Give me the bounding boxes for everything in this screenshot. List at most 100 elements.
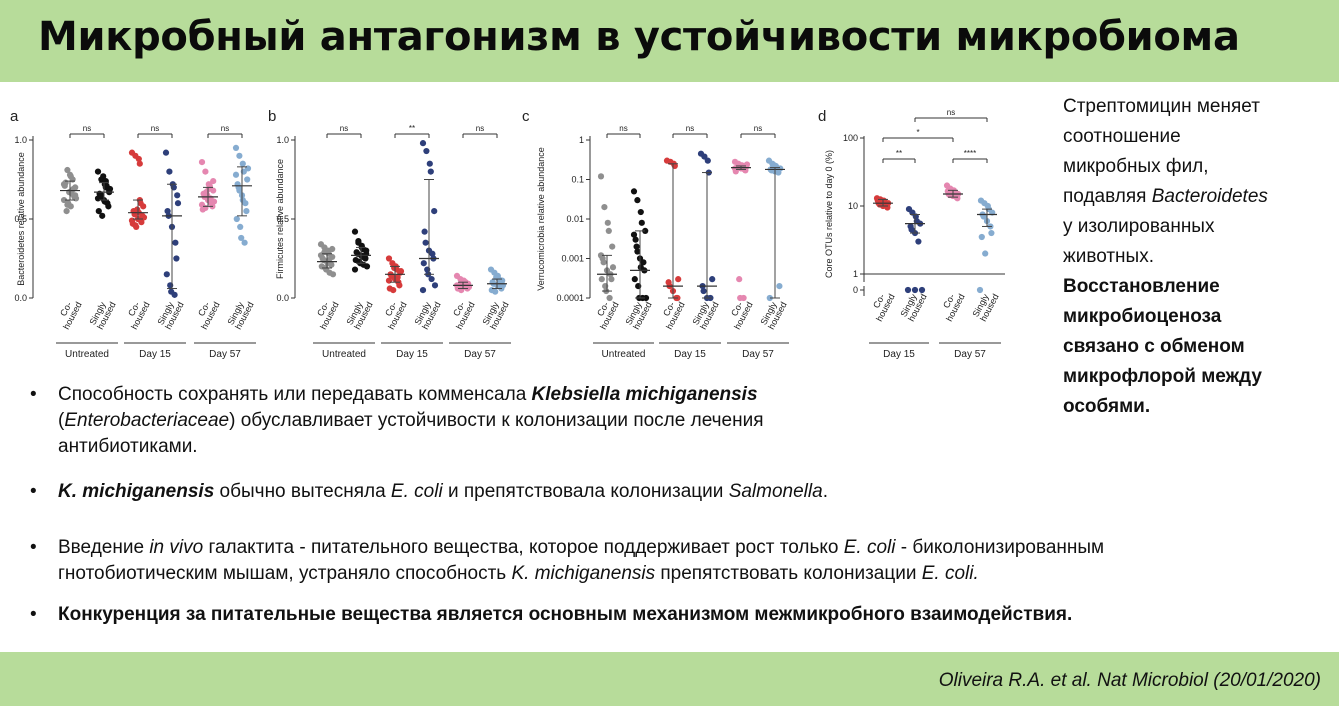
- significance-label: ns: [686, 124, 694, 133]
- taxon-name: E. coli: [843, 537, 896, 558]
- data-point: [174, 200, 182, 207]
- data-point: [136, 160, 143, 167]
- title-bar: Микробный антагонизм в устойчивости микр…: [0, 0, 1339, 82]
- side-note-line: Стрептомицин меняет: [1063, 96, 1260, 117]
- data-point: [423, 147, 430, 155]
- data-point: [976, 286, 984, 294]
- taxon-name: Salmonella: [728, 481, 823, 502]
- figure-panels: a 0.0 0.5 1.0 Bacteroidetes relative abundan…: [10, 108, 1005, 360]
- group-label: Untreated: [602, 349, 646, 360]
- y-tick-label: 1.0: [14, 135, 27, 145]
- bullet-text-bold: Конкуренция за питательные вещества явля…: [58, 604, 1073, 625]
- bullet-text-part: ) обуславливает устойчивости к колонизац…: [229, 410, 764, 431]
- side-note-text: подавляя: [1063, 186, 1152, 207]
- group-label: Day 57: [742, 349, 774, 360]
- taxon-name: K. michiganensis: [511, 563, 656, 584]
- side-note-bold-line: микробиоценоза: [1063, 306, 1222, 327]
- data-point: [60, 196, 68, 204]
- bullet-text: Способность сохранять или передавать ком…: [58, 382, 764, 460]
- data-point: [598, 276, 605, 283]
- data-point: [105, 203, 112, 210]
- data-point: [244, 165, 252, 172]
- bullet-icon: •: [30, 384, 37, 405]
- data-point: [351, 228, 359, 235]
- bullet-text-part: галактита - питательного вещества, котор…: [203, 537, 844, 558]
- data-point: [954, 195, 961, 202]
- significance-label: ns: [476, 124, 484, 133]
- data-point: [210, 177, 217, 185]
- y-axis-label: Firmicutes relative abundance: [275, 159, 285, 279]
- group-label: Untreated: [65, 349, 109, 360]
- data-point: [742, 167, 749, 174]
- data-point: [988, 229, 995, 237]
- bullet-text: Конкуренция за питательные вещества явля…: [58, 602, 1072, 628]
- data-point: [397, 268, 405, 275]
- data-point: [172, 239, 179, 246]
- data-point: [634, 197, 641, 204]
- data-point: [64, 201, 71, 208]
- slide-title: Микробный антагонизм в устойчивости микр…: [38, 14, 1240, 60]
- data-point: [642, 294, 650, 302]
- data-point: [243, 208, 250, 215]
- bullet-text-part: Введение: [58, 537, 150, 558]
- data-point: [385, 277, 393, 284]
- panel-letter: b: [268, 108, 276, 125]
- data-point: [239, 196, 246, 204]
- data-point: [60, 181, 68, 188]
- data-point: [422, 239, 429, 246]
- taxon-name: E. coli: [390, 481, 443, 502]
- bullet-text-part: и препятствовала колонизации: [442, 481, 729, 502]
- data-point: [238, 234, 245, 242]
- side-note: Стрептомицин меняет соотношение микробны…: [1063, 92, 1335, 422]
- data-point: [904, 286, 912, 294]
- data-point: [978, 233, 985, 241]
- data-point: [426, 160, 433, 167]
- data-point: [630, 231, 638, 238]
- bullet-text: Введение in vivo галактита - питательног…: [58, 535, 1104, 587]
- bullet-text-part: антибиотиками.: [58, 436, 198, 457]
- data-point: [642, 227, 649, 234]
- data-point: [138, 219, 145, 226]
- group-label: Day 15: [674, 349, 706, 360]
- data-point: [419, 140, 427, 147]
- bullet-text: K. michiganensis обычно вытесняла E. col…: [58, 479, 828, 505]
- data-point: [630, 188, 638, 195]
- panel-letter: a: [10, 108, 19, 125]
- significance-label: ns: [340, 124, 348, 133]
- data-point: [163, 271, 170, 278]
- group-label: Day 15: [883, 349, 915, 360]
- bullet-text-part: (: [58, 410, 65, 431]
- data-point: [700, 287, 707, 295]
- data-point: [911, 286, 919, 294]
- group-label: Day 15: [396, 349, 428, 360]
- data-point: [385, 255, 393, 262]
- side-note-taxon: Bacteroidetes: [1151, 186, 1268, 207]
- group-label: Day 57: [464, 349, 496, 360]
- data-point: [174, 192, 181, 199]
- data-point: [638, 219, 645, 226]
- data-point: [915, 238, 922, 245]
- significance-label: ns: [754, 124, 762, 133]
- data-point: [135, 155, 142, 163]
- y-tick-label: 0.0: [14, 293, 27, 303]
- y-axis-label: Core OTUs relative to day 0 (%): [824, 150, 834, 278]
- data-point: [604, 219, 611, 226]
- data-point: [420, 260, 427, 267]
- data-point: [731, 165, 739, 172]
- significance-label: ns: [619, 124, 627, 133]
- data-point: [771, 162, 778, 169]
- side-note-line: подавляя Bacteroidetes: [1063, 182, 1335, 212]
- group-label: Day 57: [209, 349, 241, 360]
- data-point: [609, 243, 616, 250]
- data-point: [597, 173, 605, 180]
- data-point: [394, 274, 401, 281]
- data-point: [640, 259, 647, 266]
- y-tick-label: 0: [853, 285, 858, 295]
- data-point: [918, 286, 926, 294]
- bullet-icon: •: [30, 537, 37, 558]
- bullet-italic: in vivo: [149, 537, 204, 558]
- data-point: [633, 243, 640, 250]
- data-point: [100, 173, 107, 180]
- significance-label: **: [896, 149, 902, 158]
- data-point: [72, 192, 79, 199]
